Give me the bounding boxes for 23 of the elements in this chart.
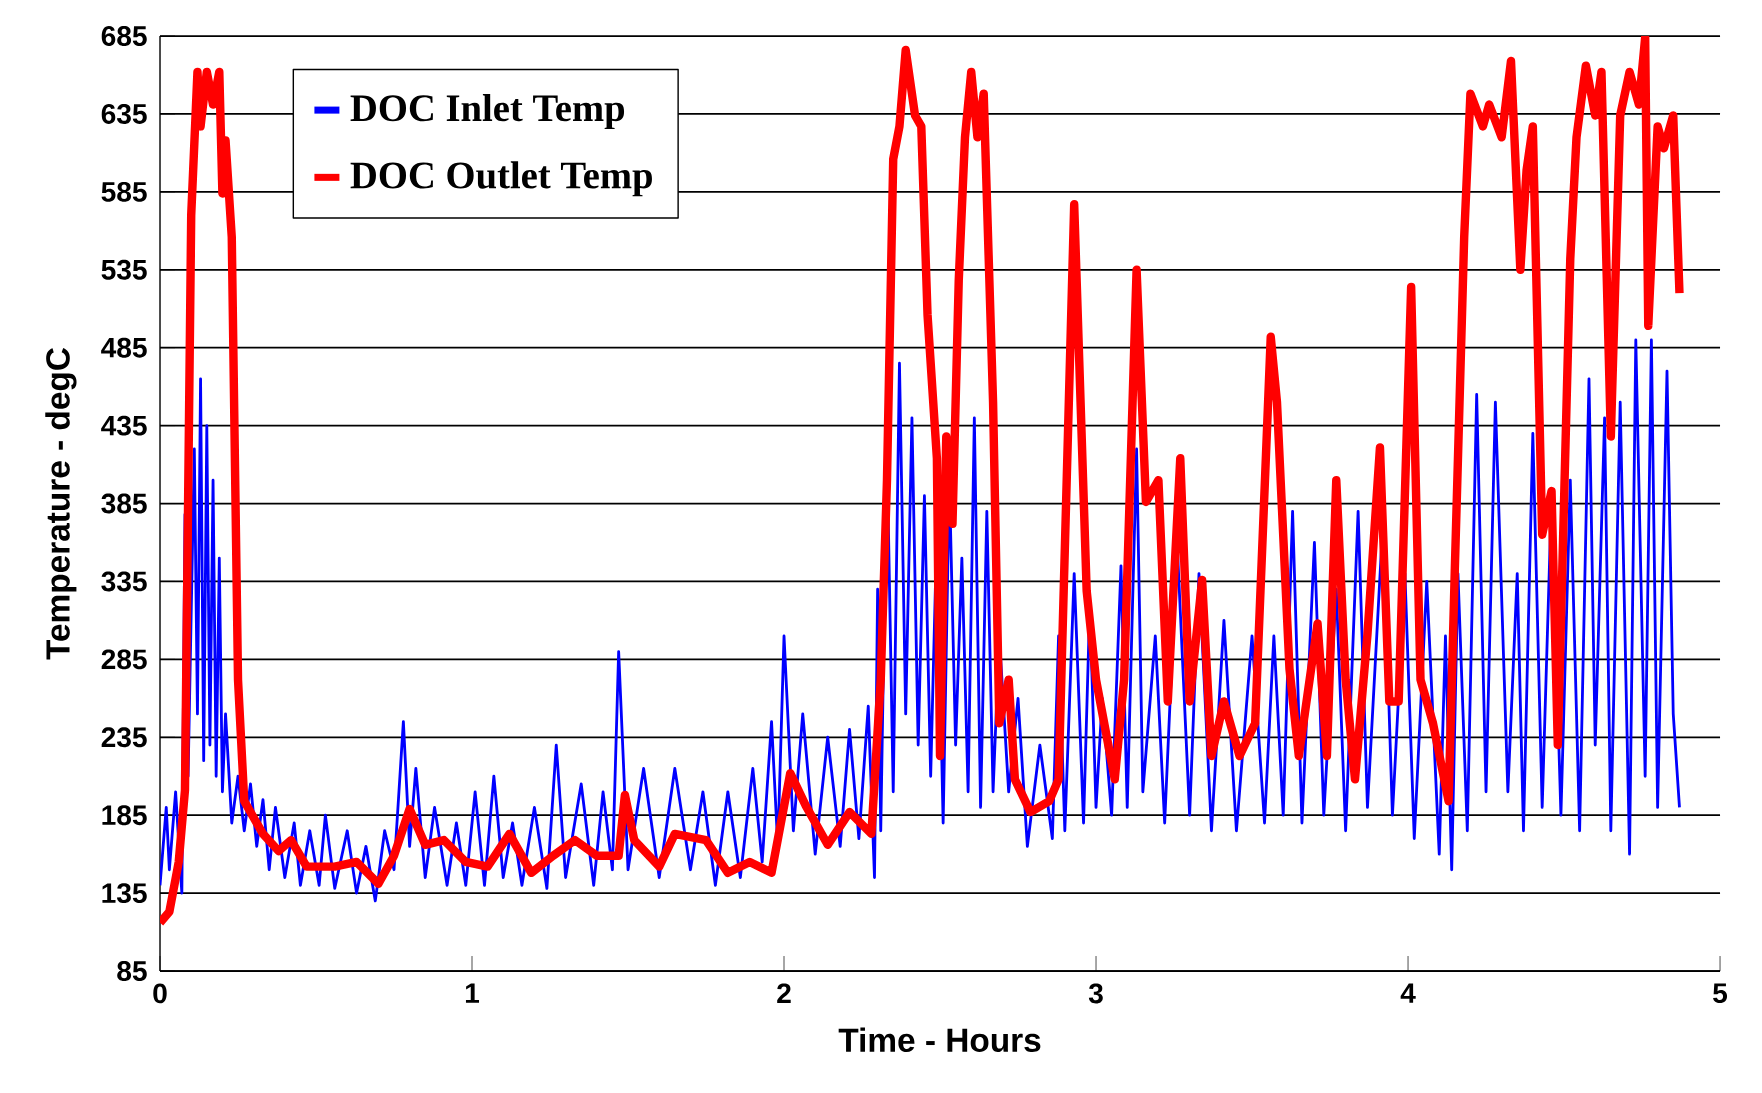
x-tick-label: 1 <box>465 983 480 1003</box>
y-tick-label: 435 <box>101 415 147 436</box>
legend-label: DOC Outlet Temp <box>350 161 652 197</box>
legend-label: DOC Inlet Temp <box>350 94 625 130</box>
y-tick-label: 485 <box>101 337 147 358</box>
y-axis-title: Temperature - degC <box>45 348 77 660</box>
x-tick-label: 4 <box>1400 983 1416 1003</box>
x-tick-label: 2 <box>777 983 791 1004</box>
x-tick-label: 0 <box>153 983 167 1004</box>
y-tick-label: 235 <box>101 727 147 748</box>
y-tick-label: 285 <box>101 649 147 670</box>
y-tick-label: 185 <box>102 805 147 826</box>
y-tick-label: 85 <box>117 961 147 981</box>
y-tick-label: 385 <box>101 493 147 514</box>
y-tick-label: 685 <box>101 26 147 46</box>
y-tick-label: 635 <box>101 103 147 124</box>
y-tick-label: 535 <box>101 259 147 280</box>
y-tick-label: 135 <box>102 883 147 904</box>
y-tick-label: 585 <box>101 181 147 202</box>
x-tick-label: 3 <box>1088 983 1103 1004</box>
x-axis-title: Time - Hours <box>838 1027 1041 1053</box>
x-tick-label: 5 <box>1713 983 1728 1004</box>
y-tick-label: 335 <box>101 571 147 592</box>
